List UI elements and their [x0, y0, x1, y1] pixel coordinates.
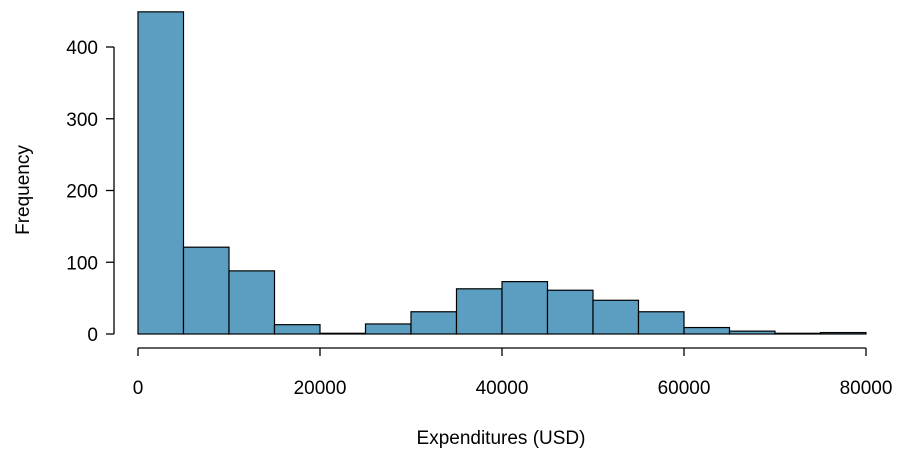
- y-tick-label-0: 0: [87, 325, 98, 346]
- histogram-bar-5: [364, 323, 412, 335]
- x-tick-label-2: 40000: [476, 378, 529, 399]
- y-axis-title: Frequency: [13, 145, 34, 235]
- x-tick-label-4: 80000: [840, 378, 893, 399]
- y-tick-label-1: 100: [66, 253, 98, 274]
- histogram-bar-12: [683, 326, 731, 335]
- histogram-bar-11: [637, 311, 685, 335]
- histogram-bar-13: [728, 330, 776, 335]
- histogram-bar-14: [774, 332, 822, 335]
- y-tick-label-3: 300: [66, 110, 98, 131]
- x-axis: 0 20000 40000 60000 80000: [133, 347, 893, 399]
- histogram-bar-15: [819, 331, 867, 335]
- histogram-bar-10: [592, 299, 640, 335]
- histogram-bar-3: [273, 324, 321, 335]
- x-tick-label-0: 0: [133, 378, 144, 399]
- histogram-bar-8: [501, 281, 549, 335]
- histogram-bar-9: [546, 289, 594, 335]
- histogram-bar-7: [455, 288, 503, 335]
- histogram-bars: [137, 11, 867, 335]
- histogram-bar-2: [228, 270, 276, 335]
- y-tick-label-2: 200: [66, 182, 98, 203]
- histogram-bar-4: [319, 332, 367, 335]
- x-axis-title: Expenditures (USD): [417, 428, 586, 449]
- x-tick-label-3: 60000: [658, 378, 711, 399]
- histogram-bar-0: [137, 11, 185, 335]
- x-tick-label-1: 20000: [294, 378, 347, 399]
- y-axis: 0 100 200 300 400: [66, 38, 115, 346]
- histogram-bar-6: [410, 311, 458, 335]
- histogram-bar-1: [182, 246, 230, 335]
- y-tick-label-4: 400: [66, 38, 98, 59]
